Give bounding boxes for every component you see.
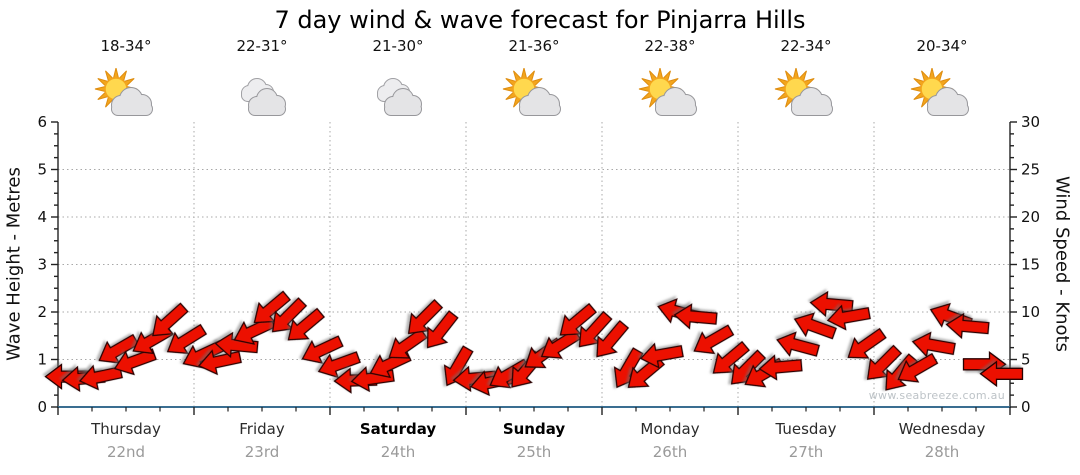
- left-axis-tick-label: 1: [37, 351, 47, 369]
- left-axis-tick-label: 2: [37, 303, 47, 321]
- wind-arrow: [712, 340, 751, 374]
- day-name-label: Tuesday: [775, 420, 837, 438]
- wind-arrow: [407, 298, 444, 335]
- right-axis-tick-label: 25: [1021, 161, 1040, 179]
- right-axis-tick-label: 15: [1021, 256, 1040, 274]
- left-axis-tick-label: 0: [37, 398, 47, 416]
- day-temp-range: 21-36°: [508, 37, 560, 55]
- wind-arrow: [301, 335, 344, 364]
- day-date-label: 28th: [924, 443, 960, 461]
- wind-arrow: [639, 342, 684, 369]
- day-name-label: Monday: [640, 420, 700, 438]
- wind-arrow: [758, 354, 803, 381]
- chart-title: 7 day wind & wave forecast for Pinjarra …: [274, 6, 806, 34]
- partly-cloudy-icon: [774, 67, 838, 122]
- left-axis-tick-label: 4: [37, 208, 47, 226]
- day-date-label: 27th: [788, 443, 824, 461]
- day-name-label: Saturday: [359, 420, 437, 438]
- wind-arrow: [152, 302, 189, 337]
- day-date-label: 24th: [380, 443, 416, 461]
- left-axis-tick-label: 5: [37, 161, 47, 179]
- wind-arrow: [673, 303, 718, 330]
- wind-arrow: [911, 331, 956, 358]
- cloudy-icon: [230, 68, 294, 122]
- right-axis-tick-label: 5: [1021, 351, 1031, 369]
- wind-arrow: [897, 352, 939, 383]
- wind-arrow: [847, 327, 887, 359]
- wind-arrow: [452, 365, 497, 393]
- day-temp-range: 20-34°: [916, 37, 968, 55]
- day-name-label: Wednesday: [898, 420, 986, 438]
- wind-arrow: [559, 302, 598, 336]
- wind-arrow: [730, 349, 767, 385]
- right-axis-tick-label: 30: [1021, 113, 1040, 131]
- wind-arrow: [776, 331, 821, 358]
- wind-arrow: [945, 312, 990, 340]
- day-temp-range: 22-31°: [236, 37, 288, 55]
- right-axis-tick-label: 10: [1021, 303, 1040, 321]
- day-name-label: Thursday: [91, 420, 161, 438]
- right-axis-tick-label: 20: [1021, 208, 1040, 226]
- left-axis-title: Wave Height - Metres: [3, 167, 25, 361]
- right-axis-tick-label: 0: [1021, 398, 1031, 416]
- wind-arrow: [866, 344, 903, 380]
- wind-arrow: [426, 310, 459, 349]
- wind-arrow: [596, 319, 630, 358]
- left-axis-tick-label: 3: [37, 256, 47, 274]
- wind-arrow: [793, 312, 837, 340]
- wind-arrow: [214, 331, 259, 359]
- left-axis-tick-label: 6: [37, 113, 47, 131]
- partly-cloudy-icon: [638, 67, 702, 122]
- day-temp-range: 21-30°: [372, 37, 424, 55]
- partly-cloudy-icon: [94, 67, 158, 122]
- day-name-label: Sunday: [502, 420, 566, 438]
- day-name-label: Friday: [239, 420, 285, 438]
- watermark: www.seabreeze.com.au: [868, 389, 1005, 402]
- day-date-label: 22nd: [106, 443, 146, 461]
- wind-arrow: [693, 324, 735, 355]
- day-date-label: 23rd: [244, 443, 280, 461]
- day-temp-range: 22-34°: [780, 37, 832, 55]
- wind-arrow: [166, 323, 208, 355]
- cloudy-icon: [366, 68, 430, 122]
- wind-arrow: [578, 310, 613, 348]
- wind-arrow: [253, 290, 292, 324]
- right-axis-title: Wind Speed - Knots: [1051, 176, 1073, 352]
- wind-arrow: [287, 307, 326, 341]
- day-temp-range: 18-34°: [100, 37, 152, 55]
- partly-cloudy-icon: [502, 67, 566, 122]
- wind-arrow: [317, 351, 361, 379]
- day-date-label: 26th: [652, 443, 688, 461]
- wind-arrow: [271, 297, 308, 333]
- wind-arrow: [98, 333, 140, 364]
- wind-arrow: [489, 358, 531, 389]
- partly-cloudy-icon: [910, 67, 974, 122]
- wind-arrow: [979, 360, 1024, 388]
- wind-arrow: [826, 304, 871, 331]
- day-temp-range: 22-38°: [644, 37, 696, 55]
- day-date-label: 25th: [516, 443, 552, 461]
